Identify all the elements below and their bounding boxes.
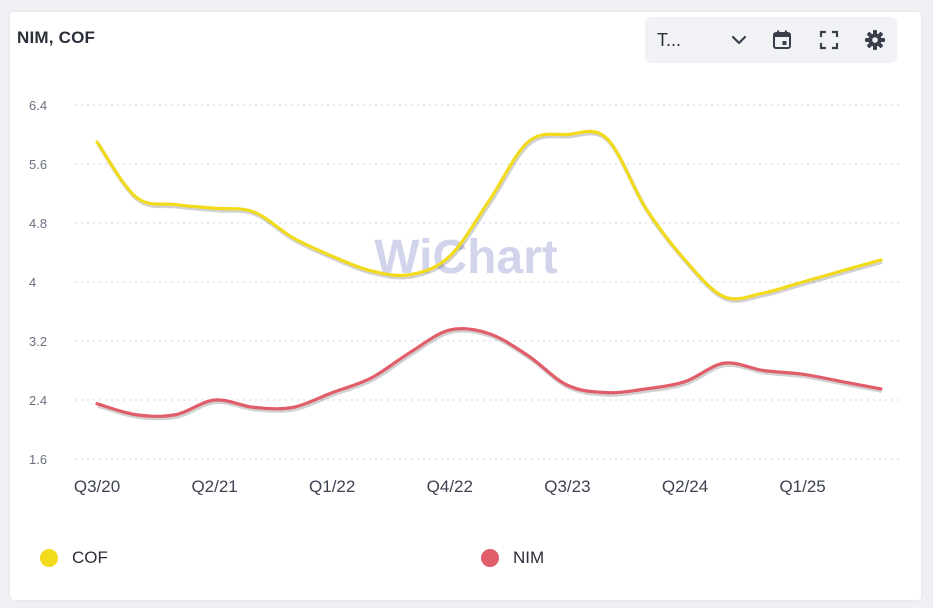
y-tick-label: 5.6	[29, 157, 47, 172]
y-tick-label: 2.4	[29, 393, 47, 408]
x-tick-label: Q1/25	[779, 477, 825, 496]
legend-marker-cof	[40, 549, 58, 567]
y-tick-label: 3.2	[29, 334, 47, 349]
gear-icon[interactable]	[863, 28, 887, 52]
series-shadow-nim	[97, 328, 883, 421]
x-tick-label: Q2/24	[662, 477, 708, 496]
time-range-label: T...	[657, 29, 682, 50]
series-line-cof[interactable]	[95, 129, 883, 301]
time-range-select[interactable]: T...	[657, 17, 745, 63]
y-tick-label: 4	[29, 275, 36, 290]
y-tick-label: 1.6	[29, 452, 47, 467]
x-tick-label: Q1/22	[309, 477, 355, 496]
chart-card	[10, 12, 921, 600]
series-shadow-cof	[96, 131, 883, 303]
chart-toolbar: T...	[645, 17, 897, 63]
x-tick-label: Q4/22	[427, 477, 473, 496]
x-tick-label: Q3/23	[544, 477, 590, 496]
y-tick-label: 6.4	[29, 98, 47, 113]
x-tick-label: Q3/20	[74, 477, 120, 496]
series-line-nim[interactable]	[95, 327, 883, 418]
legend-marker-nim	[481, 549, 499, 567]
y-tick-label: 4.8	[29, 216, 47, 231]
chevron-down-icon[interactable]	[727, 28, 751, 52]
x-tick-label: Q2/21	[191, 477, 237, 496]
fullscreen-icon[interactable]	[817, 28, 841, 52]
legend-item-cof[interactable]: COF	[40, 547, 108, 569]
chart-title: NIM, COF	[17, 28, 96, 47]
legend-label-nim: NIM	[513, 548, 545, 567]
legend-label-cof: COF	[72, 548, 108, 567]
calendar-icon[interactable]	[770, 28, 794, 52]
legend-item-nim[interactable]: NIM	[481, 547, 544, 569]
